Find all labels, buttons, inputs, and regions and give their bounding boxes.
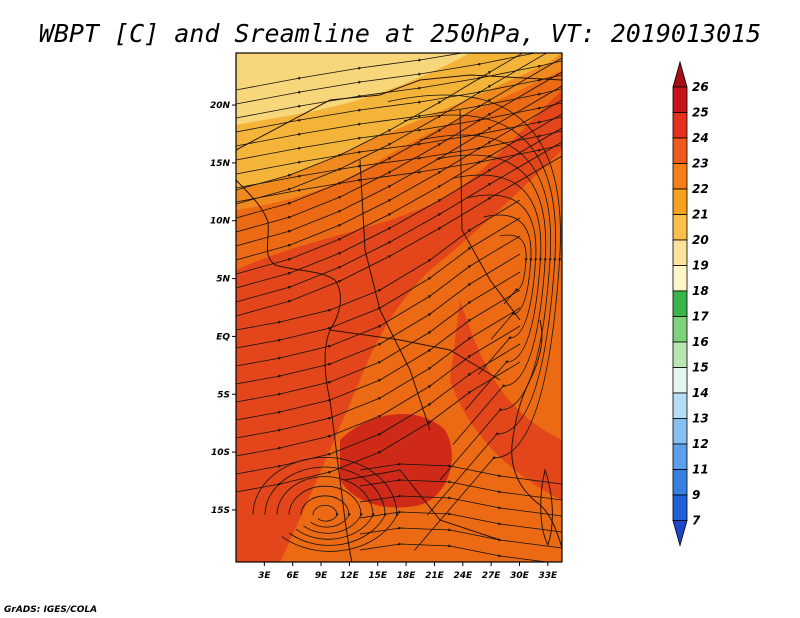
lat-tick-label: 5S (217, 390, 230, 400)
streamline (359, 478, 562, 501)
lat-tick-label: 15N (210, 159, 231, 169)
colorbar-label: 26 (692, 80, 709, 94)
colorbar-label: 17 (692, 310, 709, 324)
colorbar-label: 7 (692, 514, 701, 528)
map-panel: 3E 6E 9E 12E 15E 18E 21E 24E 27E 30E 33E 20N 15N 10N… (210, 52, 563, 581)
colorbar-label: 15 (692, 361, 709, 375)
map-fill-layer (236, 53, 562, 562)
colorbar-label: 24 (692, 131, 709, 145)
lon-tick-label: 3E (258, 571, 271, 581)
colorbar-label: 14 (692, 386, 709, 400)
lon-tick-label: 15E (368, 571, 388, 581)
colorbar-top-arrow (672, 60, 688, 88)
footer-credit: GrADS: IGES/COLA (4, 605, 97, 615)
lon-tick-label: 18E (397, 571, 417, 581)
streamline (387, 94, 562, 551)
figure-title: WBPT [C] and Sreamline at 250hPa, VT: 20… (39, 19, 761, 48)
lon-tick-label: 30E (510, 571, 530, 581)
colorbar-swatch (672, 494, 688, 521)
lat-tick-label: 10S (211, 448, 230, 458)
lon-tick-label: 12E (340, 571, 360, 581)
colorbar-bottom-arrow (672, 520, 688, 547)
colorbar-swatch (672, 443, 688, 470)
colorbar-label: 18 (692, 284, 709, 298)
colorbar-swatch (672, 367, 688, 394)
colorbar-label: 12 (692, 437, 709, 451)
streamline (276, 476, 375, 540)
streamline (359, 526, 562, 549)
colorbar-swatch (672, 265, 688, 292)
colorbar-label: 21 (692, 208, 709, 222)
colorbar-swatch (672, 469, 688, 496)
streamline (359, 462, 562, 485)
streamline (359, 510, 562, 533)
streamline (359, 494, 562, 517)
colorbar-swatch (672, 188, 688, 215)
colorbar-label: 19 (692, 259, 709, 273)
lon-tick-label: 21E (425, 571, 445, 581)
colorbar-swatch (672, 418, 688, 445)
colorbar-swatch (672, 316, 688, 343)
lat-tick-label: EQ (216, 332, 230, 342)
streamline (288, 485, 363, 534)
colorbar-label: 11 (692, 463, 709, 477)
colorbar-swatch (672, 341, 688, 368)
colorbar-swatch (672, 290, 688, 317)
colorbar-swatch (672, 392, 688, 419)
longitude-axis: 3E 6E 9E 12E 15E 18E 21E 24E 27E 30E 33E (258, 562, 558, 581)
lon-tick-label: 6E (286, 571, 299, 581)
streamline-layer (236, 53, 562, 562)
colorbar-swatch (672, 86, 688, 113)
lat-tick-label: 20N (210, 101, 231, 111)
streamline (252, 457, 399, 552)
colorbar-swatch (672, 137, 688, 164)
colorbar-swatch (672, 112, 688, 139)
latitude-axis: 20N 15N 10N 5N EQ 5S 10S 15S (210, 101, 236, 516)
colorbar-label: 13 (692, 412, 709, 426)
lat-tick-label: 15S (211, 506, 230, 516)
lat-tick-label: 10N (210, 217, 231, 227)
lon-tick-label: 9E (315, 571, 328, 581)
colorbar-swatch (672, 214, 688, 241)
streamline (312, 505, 339, 522)
lat-tick-label: 5N (216, 275, 230, 285)
map-frame (235, 52, 563, 563)
lon-tick-label: 24E (453, 571, 473, 581)
madagascar-coast (540, 468, 553, 547)
streamline (264, 466, 387, 546)
colorbar-swatch (672, 163, 688, 190)
colorbar-label: 23 (692, 157, 709, 171)
colorbar-label: 16 (692, 335, 709, 349)
streamline (300, 495, 351, 528)
lon-tick-label: 27E (482, 571, 502, 581)
colorbar: 26 25 24 23 22 21 20 19 18 17 16 15 14 13 12 11 9 7 (672, 60, 709, 547)
fill-region-25 (340, 413, 452, 508)
streamline (236, 361, 521, 493)
streamline (359, 542, 550, 562)
colorbar-label: 20 (692, 233, 709, 247)
colorbar-swatch (672, 239, 688, 266)
colorbar-label: 9 (692, 488, 700, 502)
colorbar-label: 25 (692, 106, 709, 120)
lon-tick-label: 33E (538, 571, 558, 581)
colorbar-label: 22 (692, 182, 709, 196)
